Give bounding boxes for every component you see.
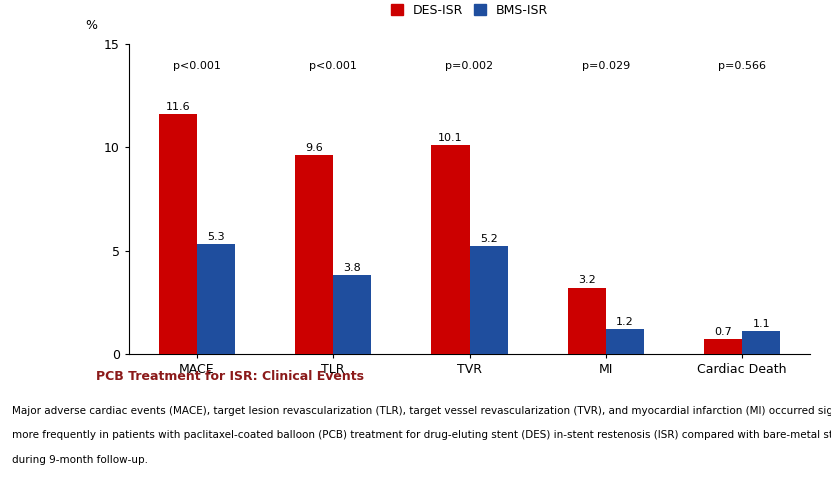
Legend: DES-ISR, BMS-ISR: DES-ISR, BMS-ISR xyxy=(391,4,548,17)
Text: 1.2: 1.2 xyxy=(616,317,634,326)
Text: 3.8: 3.8 xyxy=(343,263,361,273)
Text: 10.1: 10.1 xyxy=(438,133,463,142)
Text: p=0.029: p=0.029 xyxy=(582,61,630,71)
Bar xyxy=(159,114,197,354)
Bar xyxy=(470,246,508,354)
Text: p=0.566: p=0.566 xyxy=(718,61,766,71)
Text: 3.2: 3.2 xyxy=(578,275,596,285)
Y-axis label: %: % xyxy=(86,19,97,32)
Text: 1.1: 1.1 xyxy=(752,319,770,328)
Text: 5.3: 5.3 xyxy=(207,232,225,242)
Bar xyxy=(606,329,644,354)
Text: p<0.001: p<0.001 xyxy=(173,61,221,71)
Text: during 9-month follow-up.: during 9-month follow-up. xyxy=(12,455,149,465)
Bar xyxy=(568,288,606,354)
Text: PCB Treatment for ISR: Clinical Events: PCB Treatment for ISR: Clinical Events xyxy=(96,370,364,383)
Text: Major adverse cardiac events (MACE), target lesion revascularization (TLR), targ: Major adverse cardiac events (MACE), tar… xyxy=(12,406,831,416)
Bar xyxy=(333,275,371,354)
Text: 11.6: 11.6 xyxy=(165,102,190,112)
Bar xyxy=(295,156,333,354)
Bar xyxy=(431,145,470,354)
Bar xyxy=(704,339,742,354)
Text: Figure 1: Figure 1 xyxy=(17,371,70,381)
Bar xyxy=(742,331,780,354)
Text: 9.6: 9.6 xyxy=(305,143,323,153)
Text: p=0.002: p=0.002 xyxy=(445,61,494,71)
Text: p<0.001: p<0.001 xyxy=(309,61,357,71)
Text: 5.2: 5.2 xyxy=(479,234,498,244)
Bar xyxy=(197,244,235,354)
Text: 0.7: 0.7 xyxy=(714,327,732,337)
Text: more frequently in patients with paclitaxel-coated balloon (PCB) treatment for d: more frequently in patients with paclita… xyxy=(12,430,831,440)
